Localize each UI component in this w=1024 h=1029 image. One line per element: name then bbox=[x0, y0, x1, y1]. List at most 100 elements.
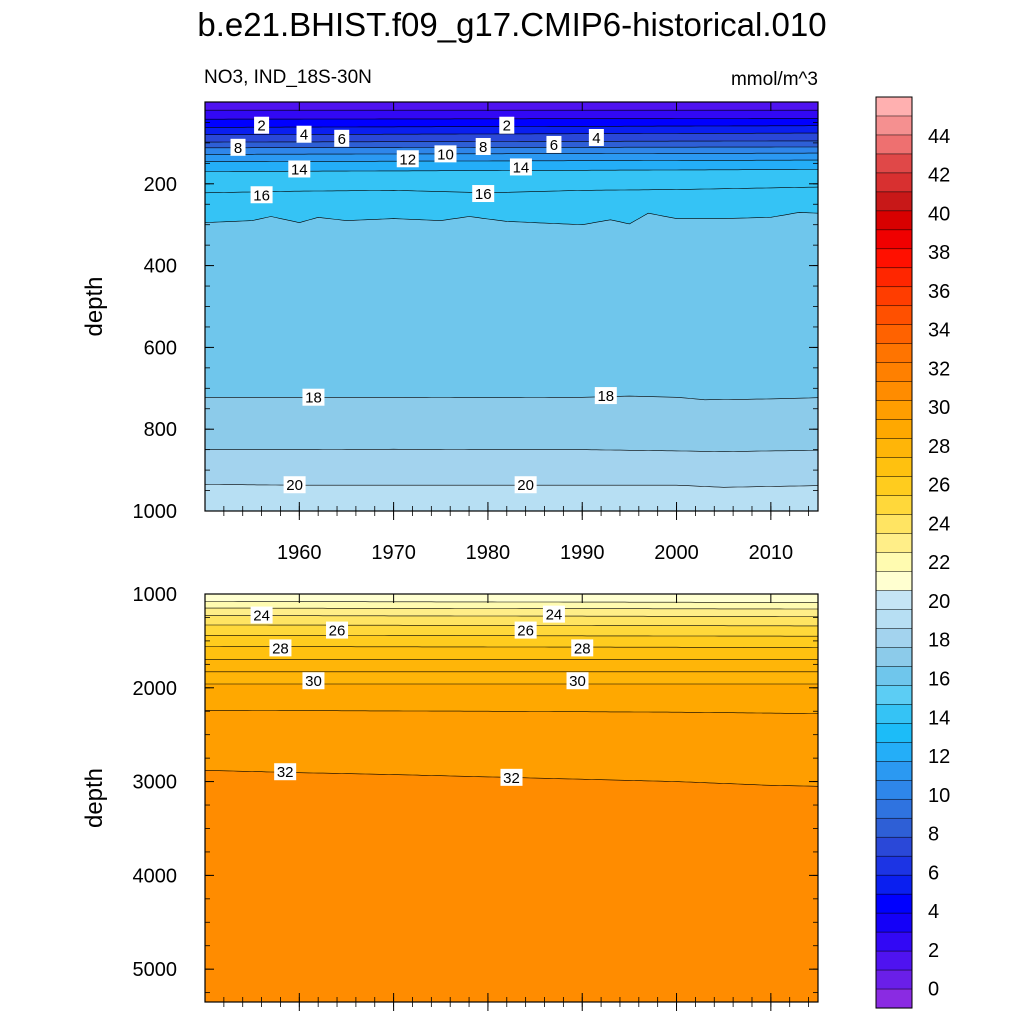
colorbar-label: 16 bbox=[928, 668, 950, 690]
contour-label: 18 bbox=[302, 388, 325, 407]
y-tick-label: 600 bbox=[144, 337, 177, 359]
contour-label-text: 2 bbox=[503, 118, 511, 135]
colorbar-cell bbox=[875, 514, 913, 535]
colorbar-cell bbox=[875, 552, 913, 573]
contour-line bbox=[205, 635, 818, 637]
contour-line bbox=[205, 448, 818, 453]
contour-label-text: 20 bbox=[286, 477, 303, 494]
contour-label: 2 bbox=[499, 116, 515, 135]
contour-label: 16 bbox=[472, 185, 495, 203]
x-axis: 1960 1970 1980 1990 2000 2010 bbox=[277, 542, 793, 564]
colorbar-cell bbox=[875, 438, 913, 459]
colorbar-cell bbox=[875, 723, 913, 743]
contour-line bbox=[205, 186, 818, 194]
contour-label: 24 bbox=[250, 606, 273, 625]
contour-label-text: 26 bbox=[517, 623, 534, 640]
contour-label: 20 bbox=[514, 476, 537, 494]
contour-label: 6 bbox=[546, 135, 562, 154]
contour-label-text: 28 bbox=[272, 640, 289, 657]
contour-line bbox=[205, 484, 818, 488]
colorbar-cell bbox=[875, 874, 913, 895]
colorbar-cell bbox=[875, 590, 913, 610]
y-tick-label: 1000 bbox=[133, 584, 178, 606]
contour-line bbox=[205, 152, 818, 155]
y-tick-label: 1000 bbox=[133, 501, 178, 523]
contour-line bbox=[205, 607, 818, 610]
y-tick-label: 2000 bbox=[133, 678, 178, 700]
contour-label-text: 24 bbox=[253, 608, 270, 625]
contour-label-text: 30 bbox=[305, 673, 322, 690]
colorbar-label: 14 bbox=[928, 707, 950, 729]
colorbar-cell bbox=[875, 96, 913, 117]
colorbar-label: 20 bbox=[928, 591, 950, 613]
colorbar-label: 22 bbox=[928, 552, 950, 574]
contour-label-text: 26 bbox=[329, 623, 346, 640]
colorbar-cell bbox=[875, 362, 913, 383]
contour-label: 32 bbox=[274, 763, 297, 781]
colorbar-label: 30 bbox=[928, 397, 950, 419]
contour-label-text: 18 bbox=[597, 388, 614, 405]
contour-label-text: 6 bbox=[338, 131, 346, 148]
colorbar-cell bbox=[875, 210, 913, 231]
contour-label-text: 14 bbox=[291, 161, 308, 178]
y-tick-label: 200 bbox=[144, 174, 177, 196]
colorbar-cell bbox=[875, 704, 913, 724]
variable-label: NO3, IND_18S-30N bbox=[204, 67, 372, 88]
colorbar-label: 18 bbox=[928, 630, 950, 652]
colorbar-cell bbox=[875, 817, 913, 838]
x-tick-label: 2000 bbox=[654, 542, 699, 564]
contour-label-text: 4 bbox=[592, 130, 600, 147]
colorbar-cell bbox=[875, 267, 913, 288]
y-tick-label: 4000 bbox=[133, 865, 178, 887]
contour-line bbox=[205, 646, 818, 648]
colorbar-cell bbox=[875, 685, 913, 705]
colorbar-cell bbox=[875, 476, 913, 497]
colorbar-cell bbox=[875, 134, 913, 155]
lower-panel: 24 26 28 30 32 24 26 28 30 32 1000 2000 3000 4000 5000… bbox=[81, 584, 819, 1011]
contour-label-text: 30 bbox=[569, 673, 586, 690]
y-tick-label: 3000 bbox=[133, 772, 178, 794]
contour-label-text: 16 bbox=[253, 187, 270, 204]
y-axis-label: depth bbox=[81, 768, 108, 828]
colorbar-cell bbox=[875, 343, 913, 364]
contour-line bbox=[205, 146, 818, 149]
colorbar-cell bbox=[875, 969, 913, 990]
colorbar-cell bbox=[875, 742, 913, 762]
contour-label: 10 bbox=[434, 145, 457, 163]
colorbar-label: 42 bbox=[928, 165, 950, 187]
colorbar-cell bbox=[875, 286, 913, 307]
contour-label-text: 28 bbox=[574, 640, 591, 657]
contour-line bbox=[205, 601, 818, 603]
x-tick-label: 2010 bbox=[749, 542, 794, 564]
y-axis-label: depth bbox=[81, 276, 108, 336]
contour-label-text: 32 bbox=[503, 770, 520, 787]
contour-label: 26 bbox=[514, 621, 537, 640]
colorbar-label: 40 bbox=[928, 203, 950, 225]
colorbar-label: 0 bbox=[928, 979, 939, 1001]
chart-title: b.e21.BHIST.f09_g17.CMIP6-historical.010 bbox=[197, 6, 826, 43]
contour-label-text: 8 bbox=[479, 139, 487, 156]
contour-label: 26 bbox=[326, 621, 349, 640]
colorbar-cell bbox=[875, 798, 913, 819]
contour-line bbox=[205, 615, 818, 617]
colorbar-cell bbox=[875, 931, 913, 952]
colorbar-cell bbox=[875, 229, 913, 250]
contour-label: 8 bbox=[475, 137, 491, 156]
plot-frame bbox=[204, 593, 819, 1003]
colorbar: 0246810121416182022242628303234363840424… bbox=[875, 96, 950, 1009]
colorbar-cell bbox=[875, 950, 913, 971]
colorbar-cell bbox=[875, 988, 913, 1009]
contour-label-text: 8 bbox=[234, 140, 242, 157]
colorbar-label: 38 bbox=[928, 242, 950, 264]
colorbar-cell bbox=[875, 836, 913, 857]
x-tick-label: 1990 bbox=[560, 542, 605, 564]
colorbar-cell bbox=[875, 381, 913, 402]
contour-label: 20 bbox=[283, 476, 306, 494]
colorbar-cell bbox=[875, 609, 913, 629]
colorbar-cell bbox=[875, 419, 913, 440]
colorbar-cell bbox=[875, 305, 913, 326]
colorbar-label: 28 bbox=[928, 436, 950, 458]
